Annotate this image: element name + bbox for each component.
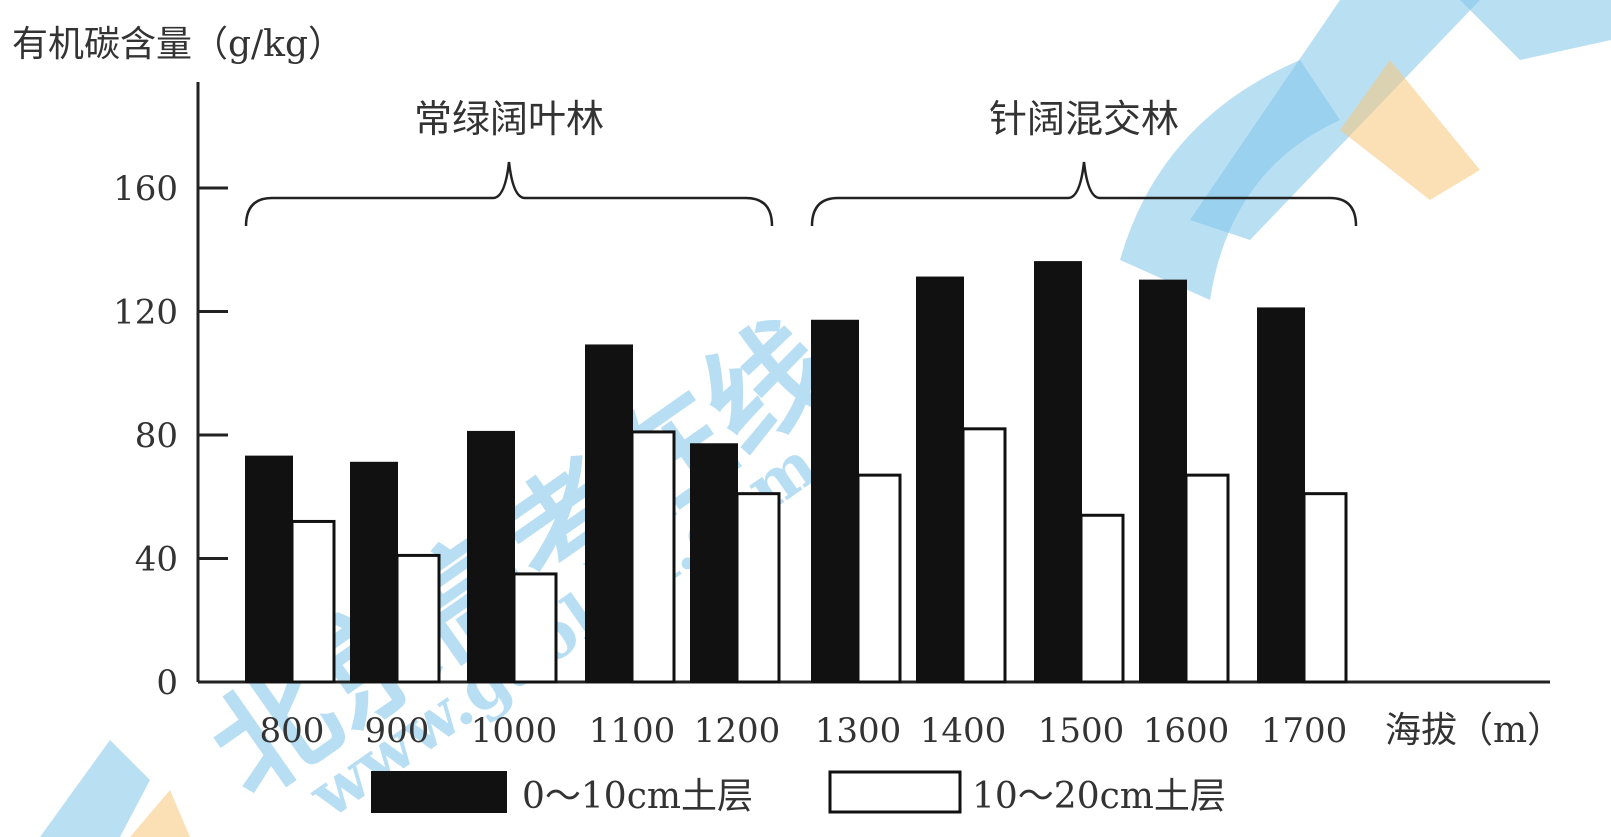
bar-0-10cm [585, 344, 633, 683]
y-tick-label: 40 [135, 540, 178, 580]
bar-0-10cm [245, 455, 293, 683]
legend-label-10-20cm: 10～20cm土层 [972, 776, 1226, 817]
bar-10-20cm [735, 492, 781, 684]
bar-10-20cm [395, 553, 441, 684]
x-tick-label: 1200 [694, 711, 781, 751]
x-ticks: 800 900 1000 1100 1200 1300 1400 1500 1600 1700 [260, 711, 1348, 751]
x-tick-label: 800 [260, 711, 325, 751]
bar-0-10cm [467, 430, 515, 683]
y-tick-label: 120 [113, 293, 178, 333]
x-tick-label: 1700 [1261, 711, 1348, 751]
bar-10-20cm [290, 519, 336, 684]
bar-0-10cm [1257, 307, 1305, 683]
legend-swatch-10-20cm [828, 770, 962, 814]
group-bracket [244, 161, 774, 227]
bar-10-20cm [512, 572, 558, 684]
bar-0-10cm [690, 443, 738, 684]
bar-0-10cm [811, 319, 859, 683]
x-tick-label: 1600 [1143, 711, 1230, 751]
bar-10-20cm [630, 430, 676, 684]
x-tick-label: 1500 [1038, 711, 1125, 751]
bar-0-10cm [350, 461, 398, 683]
bar-0-10cm [1139, 279, 1187, 683]
bars [245, 261, 1348, 684]
x-tick-label: 1100 [589, 711, 676, 751]
bar-0-10cm [916, 276, 964, 683]
x-axis-title: 海拔（m） [1385, 710, 1563, 751]
bar-0-10cm [1034, 261, 1082, 683]
group-brackets: 常绿阔叶林 针阔混交林 [244, 97, 1358, 227]
group-bracket [810, 161, 1358, 227]
y-tick-label: 80 [135, 416, 178, 456]
bar-10-20cm [1184, 473, 1230, 684]
bar-10-20cm [856, 473, 902, 684]
legend-swatch-0-10cm [371, 771, 507, 813]
bar-10-20cm [1302, 492, 1348, 684]
legend-label-0-10cm: 0～10cm土层 [522, 776, 753, 817]
x-tick-label: 1400 [920, 711, 1007, 751]
y-tick-label: 0 [156, 663, 178, 703]
x-tick-label: 900 [365, 711, 430, 751]
legend: 0～10cm土层 10～20cm土层 [371, 770, 1226, 817]
x-tick-label: 1300 [815, 711, 902, 751]
x-tick-label: 1000 [471, 711, 558, 751]
watermark-logo [40, 0, 1611, 837]
y-tick-label: 160 [113, 169, 178, 209]
group-label: 针阔混交林 [989, 97, 1179, 141]
group-label: 常绿阔叶林 [414, 97, 604, 141]
bar-10-20cm [961, 427, 1007, 684]
y-ticks: 0 40 80 120 160 [113, 169, 228, 703]
bar-10-20cm [1079, 513, 1125, 684]
y-axis-title: 有机碳含量（g/kg） [12, 24, 344, 65]
